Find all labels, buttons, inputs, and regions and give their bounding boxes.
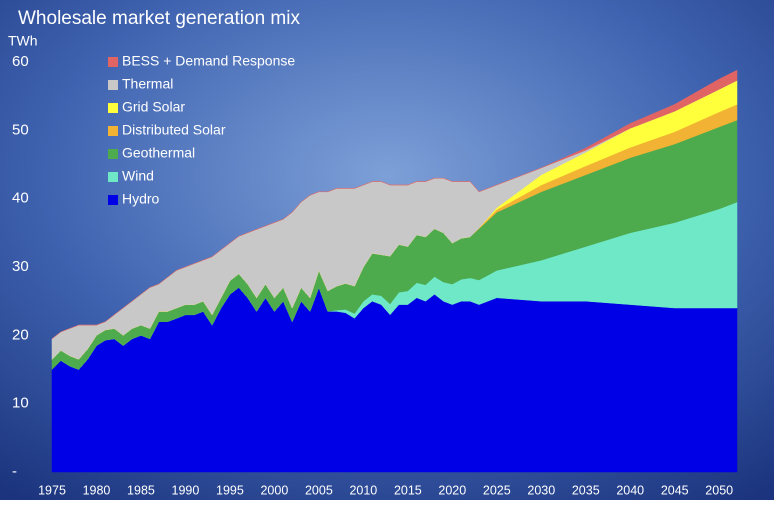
legend-swatch	[108, 80, 118, 90]
x-tick-label: 2010	[349, 483, 377, 497]
legend-swatch	[108, 172, 118, 182]
legend-swatch	[108, 57, 118, 67]
y-tick-label: 60	[12, 53, 29, 70]
legend-label: BESS + Demand Response	[122, 53, 295, 69]
y-tick-label: 40	[12, 190, 29, 207]
legend-swatch	[108, 103, 118, 113]
x-tick-label: 2050	[705, 483, 733, 497]
legend-label: Grid Solar	[122, 99, 185, 115]
y-axis-label: TWh	[8, 33, 38, 49]
x-tick-label: 1995	[216, 483, 244, 497]
chart-title: Wholesale market generation mix	[18, 8, 300, 29]
x-tick-label: 2025	[483, 483, 511, 497]
x-tick-label: 2040	[616, 483, 644, 497]
x-tick-label: 2030	[527, 483, 555, 497]
x-tick-label: 2000	[260, 483, 288, 497]
legend-swatch	[108, 149, 118, 159]
y-tick-label: 10	[12, 395, 29, 412]
x-tick-label: 2020	[438, 483, 466, 497]
x-tick-label: 2005	[305, 483, 333, 497]
legend-label: Geothermal	[122, 145, 195, 161]
area	[51, 69, 738, 339]
legend-swatch	[108, 126, 118, 136]
y-tick-label: 30	[12, 258, 29, 275]
x-tick-label: 1975	[38, 483, 66, 497]
y-tick-label: 50	[12, 121, 29, 138]
x-tick-label: 1980	[83, 483, 111, 497]
legend-label: Wind	[122, 168, 154, 184]
x-tick-label: 1985	[127, 483, 155, 497]
legend-label: Distributed Solar	[122, 122, 226, 138]
x-tick-label: 1990	[172, 483, 200, 497]
x-tick-label: 2045	[661, 483, 689, 497]
legend-label: Hydro	[122, 191, 160, 207]
legend-label: Thermal	[122, 76, 173, 92]
legend-swatch	[108, 195, 118, 205]
x-tick-label: 2015	[394, 483, 422, 497]
y-tick-label: -	[12, 463, 17, 480]
y-tick-label: 20	[12, 326, 29, 343]
x-tick-label: 2035	[572, 483, 600, 497]
